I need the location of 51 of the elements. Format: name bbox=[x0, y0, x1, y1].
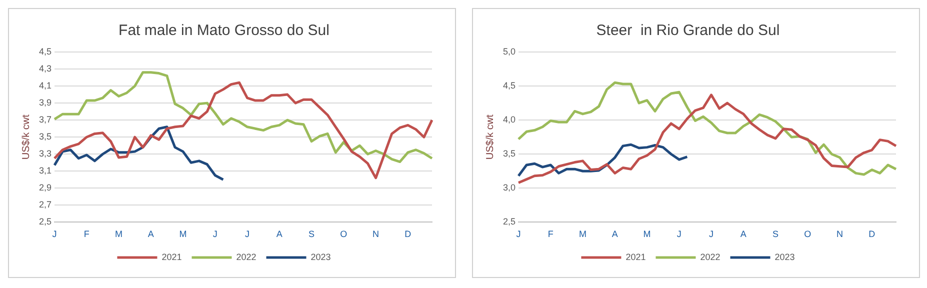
legend-label: 2022 bbox=[236, 252, 256, 262]
x-tick-label: M bbox=[179, 229, 187, 240]
y-tick-label: 4,0 bbox=[502, 114, 516, 125]
x-tick-label: A bbox=[276, 229, 282, 240]
y-tick-label: 3,9 bbox=[38, 98, 52, 108]
x-tick-label: N bbox=[836, 229, 844, 240]
x-tick-label: F bbox=[548, 229, 554, 240]
x-tick-label: D bbox=[868, 229, 876, 240]
y-tick-label: 3,5 bbox=[38, 132, 52, 142]
x-tick-label: J bbox=[245, 229, 250, 240]
legend-label: 2021 bbox=[626, 252, 646, 262]
x-tick-label: J bbox=[516, 229, 521, 240]
y-tick-label: 4,5 bbox=[502, 80, 516, 91]
y-tick-label: 3,5 bbox=[502, 148, 516, 159]
x-tick-label: J bbox=[212, 229, 218, 240]
x-tick-label: M bbox=[643, 229, 651, 240]
x-tick-label: A bbox=[148, 229, 154, 240]
x-tick-label: D bbox=[404, 229, 412, 240]
x-tick-label: J bbox=[52, 229, 57, 240]
y-axis-title: US$/k cwt bbox=[484, 114, 496, 160]
legend-label: 2021 bbox=[162, 252, 182, 262]
x-tick-label: F bbox=[84, 229, 90, 240]
x-tick-label: O bbox=[340, 229, 348, 240]
x-tick-label: A bbox=[612, 229, 618, 240]
x-tick-label: J bbox=[676, 229, 682, 240]
x-tick-label: M bbox=[115, 229, 123, 240]
y-tick-label: 4,1 bbox=[38, 80, 52, 91]
legend-label: 2023 bbox=[774, 252, 795, 262]
x-tick-label: N bbox=[372, 229, 380, 240]
y-tick-label: 3,3 bbox=[38, 148, 52, 159]
y-tick-label: 4,5 bbox=[38, 46, 52, 56]
y-tick-label: 2,5 bbox=[502, 216, 516, 227]
y-tick-label: 2,9 bbox=[38, 182, 52, 193]
chart-title: Steer in Rio Grande do Sul bbox=[596, 22, 780, 40]
x-tick-label: A bbox=[740, 229, 746, 240]
y-tick-label: 3,1 bbox=[38, 166, 52, 176]
y-tick-label: 5,0 bbox=[502, 46, 516, 56]
legend-label: 2022 bbox=[700, 252, 720, 262]
y-axis-title: US$/k cwt bbox=[20, 114, 32, 160]
legend-label: 2023 bbox=[310, 252, 331, 262]
y-tick-label: 2,5 bbox=[38, 216, 52, 227]
x-tick-label: J bbox=[709, 229, 714, 240]
x-tick-label: O bbox=[804, 229, 812, 240]
y-tick-label: 3,0 bbox=[502, 182, 516, 193]
y-tick-label: 4,3 bbox=[38, 64, 52, 74]
x-tick-label: S bbox=[772, 229, 779, 240]
x-tick-label: S bbox=[308, 229, 315, 240]
x-tick-label: M bbox=[579, 229, 587, 240]
y-tick-label: 2,7 bbox=[38, 200, 52, 210]
y-tick-label: 3,7 bbox=[38, 114, 52, 125]
chart-title: Fat male in Mato Grosso do Sul bbox=[118, 22, 330, 40]
